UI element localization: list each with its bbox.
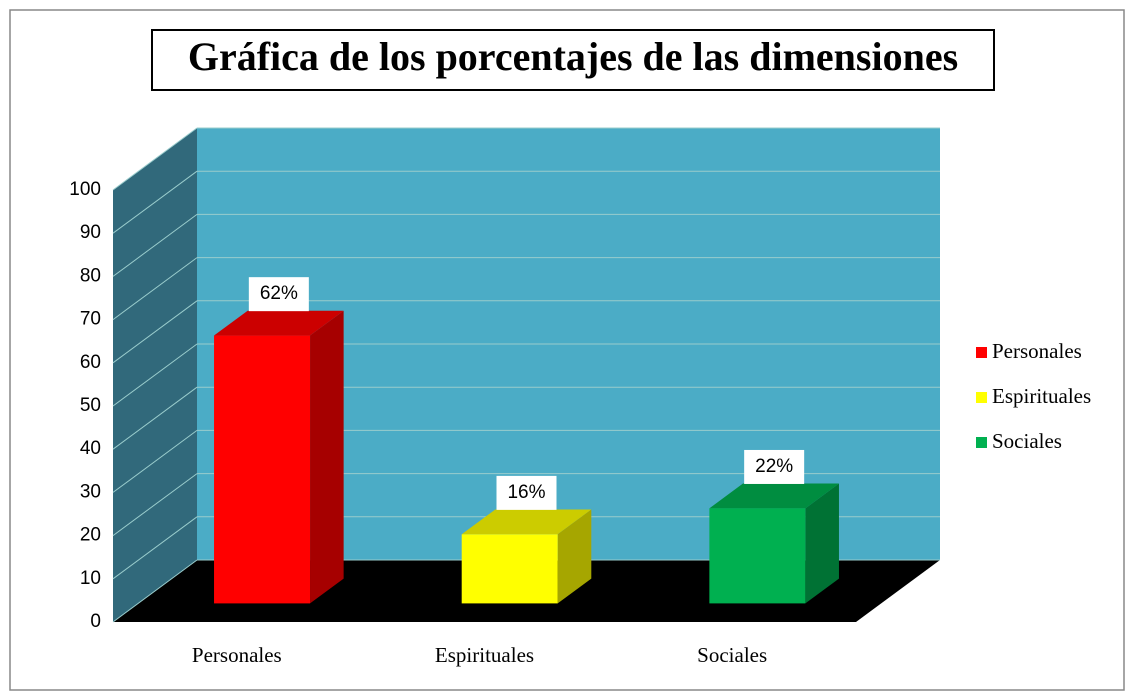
chart-title: Gráfica de los porcentajes de las dimens… [188,34,958,79]
grid-line [112,386,198,450]
value-label-box [496,475,557,510]
legend-swatch [976,347,987,358]
y-tick-label: 40 [80,438,101,459]
bar-top [461,509,592,535]
grid-line [112,127,198,191]
y-tick-label: 90 [80,222,101,243]
x-tick-label: Personales [192,643,282,667]
title-box [151,29,995,91]
y-tick-label: 60 [80,352,101,373]
grid-line [112,300,198,364]
y-tick-label: 70 [80,309,101,330]
legend-label: Personales [992,339,1082,363]
legend-label: Espirituales [992,384,1091,408]
x-tick-label: Espirituales [435,643,534,667]
x-tick-label: Sociales [697,643,767,667]
bar [709,508,806,604]
legend-swatch [976,392,987,403]
grid-line [112,343,198,407]
y-tick-label: 20 [80,525,101,546]
bar-side [805,483,839,604]
value-label-box [248,277,309,312]
bar-side [310,310,344,604]
value-label: 16% [507,482,545,503]
legend-swatch [976,437,987,448]
grid-line [112,257,198,321]
bar-top [214,310,344,336]
y-tick-label: 80 [80,265,101,286]
grid-line [112,559,198,623]
value-label-box [744,449,805,484]
grid-line [112,213,198,277]
y-tick-label: 10 [80,568,101,589]
y-tick-label: 0 [90,611,101,632]
grid-line [112,429,198,493]
y-tick-label: 30 [80,481,101,502]
y-tick-label: 100 [69,179,101,200]
bar-top [709,483,839,509]
y-tick-label: 50 [80,395,101,416]
value-label: 22% [755,456,793,477]
value-label: 62% [260,283,298,304]
bar-side [557,509,592,604]
grid-line [112,516,198,580]
grid-line [112,473,198,537]
grid-line [112,170,198,234]
bar [214,335,311,604]
legend-label: Sociales [992,429,1062,453]
bar [461,534,558,604]
